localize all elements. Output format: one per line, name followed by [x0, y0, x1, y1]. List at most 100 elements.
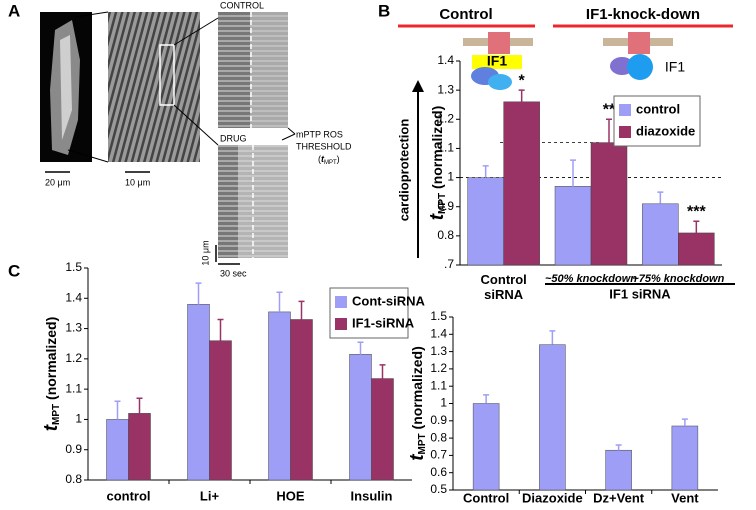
- error-bar: [482, 165, 489, 178]
- error-bar: [276, 291, 283, 312]
- y-tick-label: .7: [444, 257, 454, 271]
- y-tick-label: 1.1: [65, 381, 82, 395]
- x-tick-label: Vent: [671, 490, 699, 505]
- bar: [671, 425, 699, 491]
- x-tick-label: Diazoxide: [522, 490, 583, 505]
- error-bar: [518, 89, 525, 102]
- legend-swatch: [335, 318, 347, 330]
- label-part: MPT: [437, 193, 448, 214]
- bar: [472, 403, 500, 491]
- bar: [268, 311, 291, 481]
- y-tick-label: 1.3: [65, 321, 82, 335]
- threshold-label: THRESHOLD: [296, 141, 352, 151]
- legend-label: Cont-siRNA: [352, 293, 426, 308]
- panel-letter: C: [8, 261, 20, 280]
- x-tick-label: Control: [463, 490, 509, 505]
- membrane-icon: [463, 32, 673, 90]
- group-label: IF1 siRNA: [609, 286, 671, 301]
- scale-bar-label: 10 μm: [200, 240, 210, 265]
- y-tick-label: 0.9: [437, 199, 454, 213]
- symbol-part: (: [318, 154, 321, 164]
- label-part: MPT: [51, 404, 62, 425]
- y-tick-label: 1.2: [437, 111, 454, 125]
- kymograph-label: CONTROL: [220, 0, 264, 10]
- error-bar: [483, 394, 490, 404]
- y-tick-label: 0.8: [437, 228, 454, 242]
- y-axis-label: tMPT (normalized): [427, 106, 448, 221]
- legend-label: control: [636, 101, 680, 116]
- error-bar: [114, 400, 121, 420]
- x-tick-label: Li+: [200, 488, 220, 503]
- y-tick-label: 1.5: [65, 260, 82, 274]
- threshold-label: mPTP ROS: [296, 129, 343, 139]
- label-part: t: [41, 424, 62, 431]
- y-axis-label: tMPT (normalized): [41, 317, 62, 432]
- protein-label: IF1: [487, 53, 507, 69]
- error-bar: [570, 159, 576, 187]
- legend-swatch: [619, 104, 631, 116]
- y-tick-label: 1: [75, 412, 82, 426]
- kymograph-label: DRUG: [220, 133, 247, 143]
- label-part: (normalized): [43, 317, 59, 404]
- y-tick-label: 0.8: [65, 472, 82, 486]
- bar: [642, 203, 679, 266]
- y-tick-label: 0.9: [65, 442, 82, 456]
- legend-label: diazoxide: [636, 123, 695, 138]
- legend-swatch: [619, 126, 631, 138]
- y-tick-label: 1.1: [430, 378, 447, 392]
- x-tick-label: ~50% knockdown: [544, 273, 637, 285]
- protein-label: IF1: [665, 59, 685, 75]
- group-title: IF1-knock-down: [586, 6, 700, 23]
- y-tick-label: 1: [440, 396, 447, 410]
- bar: [467, 177, 504, 266]
- error-bar: [615, 444, 622, 451]
- bar: [106, 419, 129, 481]
- threshold-label: (tMPT): [318, 154, 340, 165]
- bar: [128, 413, 151, 481]
- error-bar: [606, 118, 612, 143]
- scale-bar-label: 10 μm: [125, 177, 150, 187]
- bar: [209, 340, 232, 481]
- error-bar: [195, 282, 202, 305]
- x-tick-label: control: [106, 488, 150, 503]
- error-bar: [657, 191, 664, 204]
- x-tick-label: Dz+Vent: [593, 490, 645, 505]
- y-tick-label: 1.4: [437, 53, 454, 67]
- y-tick-label: 0.6: [430, 465, 447, 479]
- label-part: t: [407, 454, 428, 461]
- error-bar: [379, 364, 386, 379]
- bar: [554, 186, 592, 266]
- error-bar: [298, 300, 305, 320]
- panel-letter: A: [8, 1, 20, 20]
- cardioprotection-arrow-head: [412, 80, 424, 92]
- scale-bar-label: 30 sec: [220, 268, 247, 278]
- label-part: MPT: [417, 433, 428, 454]
- y-tick-label: 1.3: [437, 82, 454, 96]
- y-tick-label: 0.5: [430, 482, 447, 496]
- y-tick-label: 0.8: [430, 430, 447, 444]
- y-tick-label: 1: [447, 170, 454, 184]
- symbol-part: MPT: [324, 160, 337, 166]
- significance-mark: *: [519, 72, 526, 89]
- panel-letter: B: [378, 1, 390, 20]
- y-axis-label: tMPT (normalized): [407, 346, 428, 461]
- label-part: t: [427, 213, 448, 220]
- error-bar: [357, 341, 364, 355]
- label-part: (normalized): [409, 346, 425, 433]
- x-tick-label: Control siRNA: [480, 272, 527, 302]
- y-tick-label: 1.2: [430, 361, 447, 375]
- significance-mark: **: [603, 102, 616, 119]
- label-part: (normalized): [429, 106, 445, 193]
- symbol-part: ): [337, 154, 340, 164]
- y-tick-label: 1.3: [430, 344, 447, 358]
- y-tick-label: 0.9: [430, 413, 447, 427]
- scale-bar-label: 20 μm: [45, 177, 70, 187]
- legend-swatch: [335, 296, 347, 308]
- bar: [371, 378, 394, 481]
- bar: [503, 101, 540, 266]
- y-tick-label: 1.4: [65, 290, 82, 304]
- bar: [539, 344, 566, 491]
- error-bar: [136, 397, 143, 414]
- error-bar: [693, 220, 700, 233]
- y-tick-label: 1.1: [437, 141, 454, 155]
